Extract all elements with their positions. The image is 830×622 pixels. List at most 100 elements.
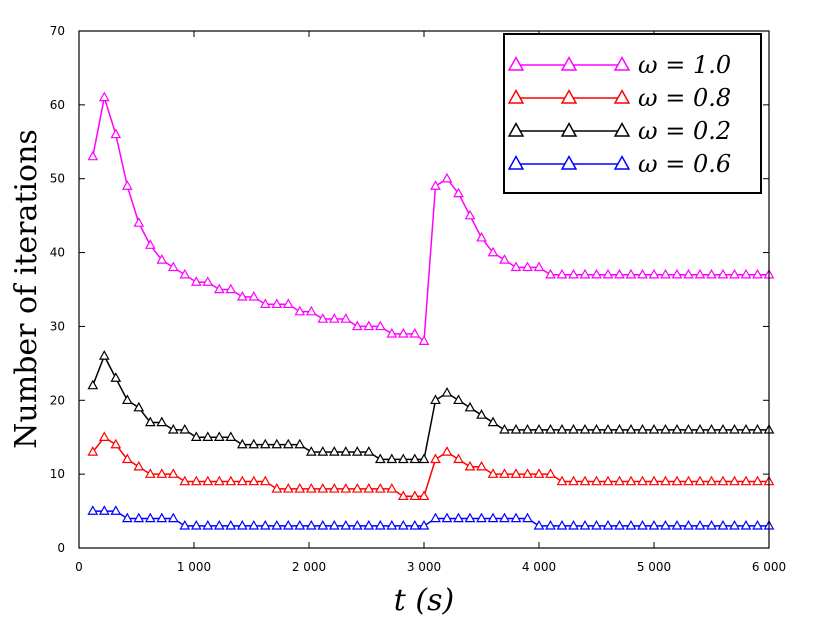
series-line <box>92 510 769 527</box>
y-tick-label: 30 <box>50 319 65 333</box>
legend-marker <box>507 56 525 71</box>
data-point <box>614 268 625 279</box>
data-point <box>625 475 637 486</box>
data-point <box>282 298 294 309</box>
data-point <box>499 423 510 434</box>
data-point <box>167 512 179 523</box>
x-tick-label: 3 000 <box>407 560 441 574</box>
data-point <box>121 453 133 464</box>
x-tick-label: 0 <box>75 560 83 574</box>
data-point <box>340 483 352 493</box>
data-point <box>729 475 740 486</box>
data-point <box>121 180 133 190</box>
data-point <box>236 438 248 449</box>
data-point <box>156 416 168 427</box>
data-point <box>522 261 533 272</box>
data-point <box>453 512 464 523</box>
data-point <box>363 320 375 331</box>
legend-marker <box>507 89 525 104</box>
data-point <box>409 327 421 338</box>
data-point <box>179 423 191 434</box>
data-point <box>305 483 317 493</box>
data-point <box>568 268 579 279</box>
data-point <box>533 423 545 434</box>
data-point <box>545 519 556 530</box>
data-point <box>282 438 294 449</box>
data-point <box>464 401 476 412</box>
data-point <box>556 423 568 434</box>
data-point <box>340 313 352 323</box>
data-point <box>648 519 660 530</box>
series-2 <box>87 431 775 501</box>
data-point <box>591 519 602 530</box>
data-point <box>476 409 487 419</box>
data-point <box>397 519 409 530</box>
data-point <box>351 483 363 493</box>
data-point <box>121 394 133 405</box>
data-point <box>522 512 533 523</box>
data-point <box>579 423 591 434</box>
data-point <box>568 475 579 486</box>
data-point <box>706 475 717 486</box>
data-point <box>418 453 430 464</box>
data-point <box>133 460 145 471</box>
data-point <box>248 291 260 301</box>
data-point <box>225 519 237 530</box>
data-point <box>374 320 386 331</box>
legend-marker <box>613 155 631 170</box>
y-tick-label: 10 <box>50 467 65 481</box>
data-point <box>213 431 225 441</box>
data-point <box>213 519 225 530</box>
data-point <box>671 519 683 530</box>
legend-marker <box>507 155 525 170</box>
data-point <box>487 246 499 257</box>
data-point <box>499 512 510 523</box>
data-point <box>729 423 740 434</box>
data-point <box>453 453 464 464</box>
data-point <box>167 423 179 434</box>
data-point <box>441 387 453 397</box>
data-point <box>556 519 568 530</box>
data-point <box>248 519 260 530</box>
plot-marks <box>87 91 775 530</box>
legend-marker <box>560 122 578 137</box>
data-point <box>740 268 752 279</box>
data-point <box>717 475 729 486</box>
data-point <box>190 475 202 486</box>
data-point <box>190 276 202 286</box>
legend-label: ω = 0.8 <box>638 84 731 112</box>
data-point <box>248 475 260 486</box>
data-point <box>409 453 421 464</box>
data-point <box>144 468 156 478</box>
data-point <box>317 313 329 323</box>
data-point <box>453 394 464 405</box>
data-point <box>418 519 430 530</box>
data-point <box>568 423 579 434</box>
data-point <box>190 519 202 530</box>
data-point <box>98 505 110 515</box>
data-point <box>752 423 763 434</box>
data-point <box>568 519 579 530</box>
data-point <box>683 519 694 530</box>
y-tick-label: 60 <box>50 98 65 112</box>
data-point <box>637 268 648 279</box>
data-point <box>87 505 99 515</box>
data-point <box>409 490 421 501</box>
x-axis-title: t (s) <box>394 583 454 618</box>
data-point <box>602 475 614 486</box>
data-point <box>397 327 409 338</box>
data-point <box>499 254 510 264</box>
data-point <box>430 394 441 405</box>
data-point <box>740 475 752 486</box>
data-point <box>110 438 122 449</box>
data-point <box>328 519 340 530</box>
data-point <box>740 423 752 434</box>
series-3 <box>87 350 775 464</box>
data-point <box>397 453 409 464</box>
data-point <box>179 268 191 279</box>
data-point <box>487 512 499 523</box>
y-tick-label: 40 <box>50 246 65 260</box>
data-point <box>706 423 717 434</box>
data-point <box>179 519 191 530</box>
legend-marker <box>613 122 631 137</box>
